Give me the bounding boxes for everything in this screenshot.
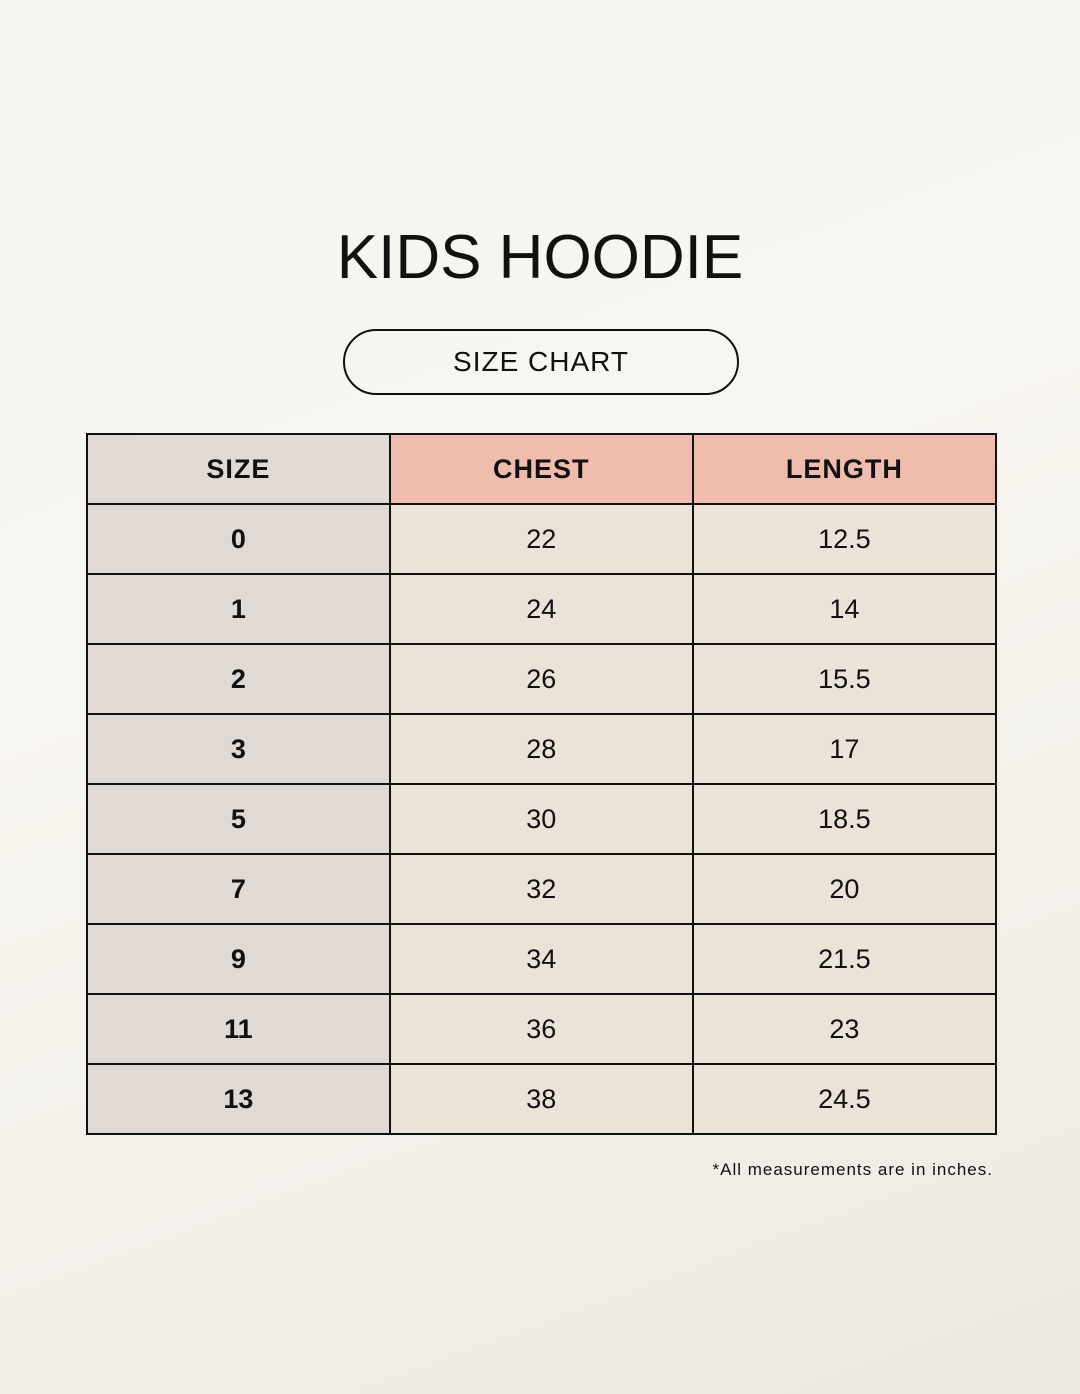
length-cell: 21.5 [691,923,998,995]
table-row: 9 34 21.5 [86,923,998,995]
length-cell: 15.5 [691,643,998,715]
chest-cell: 32 [388,853,694,925]
header-chest: CHEST [388,433,694,505]
table-row: 1 24 14 [86,573,998,645]
chest-cell: 38 [388,1063,694,1135]
length-cell: 12.5 [691,503,998,575]
length-cell: 20 [691,853,998,925]
length-cell: 18.5 [691,783,998,855]
size-cell: 9 [86,923,391,995]
size-cell: 13 [86,1063,391,1135]
table-row: 2 26 15.5 [86,643,998,715]
table-row: 3 28 17 [86,713,998,785]
length-cell: 14 [691,573,998,645]
size-table: SIZE CHEST LENGTH 0 22 12.5 1 24 14 2 26 15.5 3 28… [86,433,998,1135]
header-length: LENGTH [691,433,998,505]
footnote: *All measurements are in inches. [712,1160,993,1179]
length-cell: 23 [691,993,998,1065]
table-row: 13 38 24.5 [86,1063,998,1135]
size-chart-label: SIZE CHART [343,329,739,395]
length-cell: 17 [691,713,998,785]
size-cell: 3 [86,713,391,785]
chest-cell: 22 [388,503,694,575]
size-cell: 1 [86,573,391,645]
size-cell: 7 [86,853,391,925]
chest-cell: 24 [388,573,694,645]
table-row: 11 36 23 [86,993,998,1065]
table-row: 5 30 18.5 [86,783,998,855]
size-cell: 0 [86,503,391,575]
chest-cell: 30 [388,783,694,855]
chest-cell: 28 [388,713,694,785]
size-cell: 5 [86,783,391,855]
table-row: 0 22 12.5 [86,503,998,575]
header-size: SIZE [86,433,391,505]
table-row: 7 32 20 [86,853,998,925]
length-cell: 24.5 [691,1063,998,1135]
size-cell: 2 [86,643,391,715]
chest-cell: 36 [388,993,694,1065]
chest-cell: 26 [388,643,694,715]
size-cell: 11 [86,993,391,1065]
chest-cell: 34 [388,923,694,995]
page-title: KIDS HOODIE [336,223,744,292]
table-header-row: SIZE CHEST LENGTH [86,433,998,505]
